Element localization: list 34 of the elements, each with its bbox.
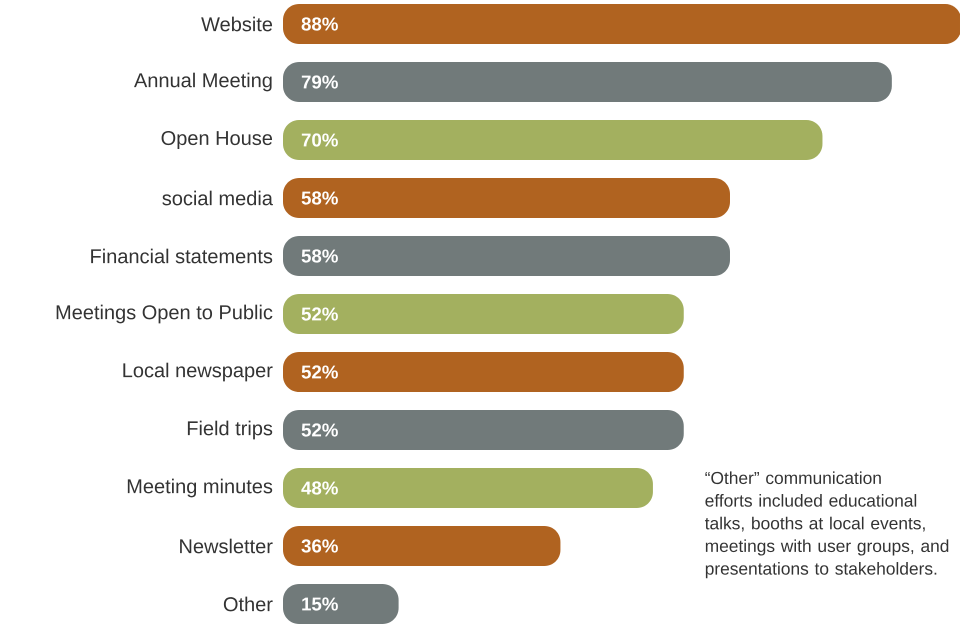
y-tick-label: Meeting minutes	[128, 478, 272, 498]
y-tick-label: Financial statements	[91, 248, 272, 264]
data-label: 36%	[301, 539, 338, 553]
y-tick-label: Other	[224, 596, 273, 612]
y-tick-label: Field trips	[188, 420, 272, 440]
bar	[283, 410, 684, 450]
y-tick-label: Website	[201, 16, 272, 32]
data-label: 52%	[302, 365, 338, 379]
bar	[283, 4, 960, 44]
data-label: 48%	[301, 481, 338, 495]
data-label: 70%	[302, 133, 338, 147]
data-label: 52%	[302, 423, 338, 437]
bar	[283, 294, 684, 334]
data-label: 88%	[302, 17, 338, 31]
data-label: 58%	[302, 249, 338, 263]
y-tick-label: social media	[162, 190, 273, 206]
y-tick-label: Newsletter	[180, 538, 273, 554]
bar	[283, 178, 730, 218]
bar	[283, 468, 653, 508]
y-tick-label: Meetings Open to Public	[56, 304, 272, 324]
data-label: 58%	[302, 191, 338, 205]
y-tick-label: Annual Meeting	[134, 72, 272, 92]
y-tick-label: Local newspaper	[123, 362, 273, 382]
bar	[283, 62, 892, 102]
y-tick-label: Open House	[162, 130, 272, 150]
annotation: “Other” communication efforts included educational talks, booths at local events, meetings with user groups, and presentations to stakeholders.	[704, 471, 948, 578]
bar	[283, 236, 730, 276]
bar	[283, 352, 684, 392]
bar	[283, 120, 822, 160]
data-label: 79%	[302, 75, 338, 89]
bar	[283, 584, 399, 624]
data-label: 52%	[302, 307, 338, 321]
bar	[283, 526, 560, 566]
data-label: 15%	[302, 597, 338, 611]
